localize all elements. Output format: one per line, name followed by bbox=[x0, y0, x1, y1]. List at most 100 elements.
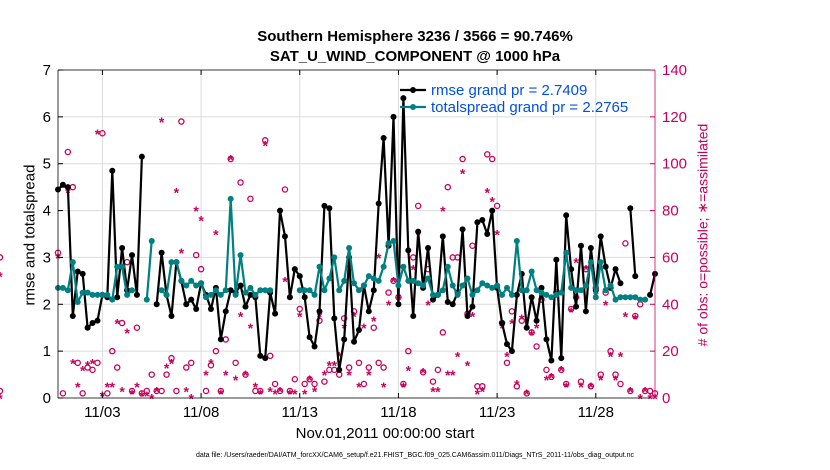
spread-point bbox=[484, 282, 491, 289]
spread-point bbox=[642, 296, 649, 303]
spread-point bbox=[513, 238, 520, 245]
obs-possible-marker bbox=[617, 380, 624, 388]
spread-point bbox=[375, 277, 382, 284]
obs-possible-marker bbox=[627, 387, 634, 395]
spread-point bbox=[104, 291, 111, 298]
obs-assimilated-marker: * bbox=[381, 379, 387, 395]
spread-point bbox=[429, 291, 436, 298]
spread-point bbox=[193, 282, 200, 289]
obs-possible-marker bbox=[385, 289, 392, 296]
rmse-point bbox=[415, 228, 422, 235]
spread-point bbox=[222, 287, 229, 294]
obs-assimilated-marker: * bbox=[361, 320, 367, 336]
rmse-point bbox=[543, 336, 550, 343]
spread-point bbox=[582, 282, 589, 289]
obs-possible-marker bbox=[276, 387, 284, 395]
obs-possible-marker bbox=[168, 354, 175, 362]
obs-assimilated-marker: * bbox=[514, 376, 520, 392]
rmse-point bbox=[311, 343, 318, 350]
spread-point bbox=[237, 252, 244, 259]
spread-point bbox=[341, 277, 348, 284]
obs-possible-marker bbox=[183, 364, 190, 371]
obs-possible-marker bbox=[123, 258, 131, 266]
obs-possible-marker bbox=[513, 383, 521, 390]
obs-assimilated-marker: * bbox=[0, 391, 3, 407]
obs-possible-marker bbox=[646, 387, 654, 395]
spread-point bbox=[365, 273, 372, 280]
obs-assimilated-marker: * bbox=[0, 269, 3, 285]
rmse-point bbox=[553, 256, 560, 263]
obs-possible-marker bbox=[597, 371, 604, 378]
spread-point bbox=[331, 254, 338, 261]
obs-possible-marker bbox=[548, 373, 555, 381]
spread-point bbox=[474, 287, 481, 294]
obs-assimilated-marker: * bbox=[164, 360, 170, 376]
y-tick-label-right: 0 bbox=[662, 390, 670, 407]
obs-assimilated-marker: * bbox=[618, 348, 624, 364]
obs-possible-marker bbox=[493, 202, 501, 210]
obs-assimilated-marker: * bbox=[332, 358, 338, 374]
obs-possible-marker bbox=[587, 383, 595, 390]
spread-point bbox=[464, 275, 471, 282]
obs-possible-marker bbox=[138, 390, 146, 397]
obs-possible-marker bbox=[99, 130, 106, 137]
spread-point bbox=[232, 291, 239, 298]
obs-assimilated-marker: * bbox=[573, 255, 579, 271]
obs-assimilated-marker: * bbox=[366, 367, 372, 383]
spread-point bbox=[587, 259, 594, 266]
obs-assimilated-marker: * bbox=[149, 391, 155, 407]
rmse-point bbox=[474, 219, 481, 226]
spread-point bbox=[405, 277, 412, 284]
spread-point bbox=[573, 287, 580, 294]
spread-point bbox=[124, 291, 131, 298]
spread-point bbox=[370, 275, 377, 282]
obs-possible-marker bbox=[365, 364, 373, 371]
rmse-point bbox=[370, 287, 377, 294]
obs-assimilated-marker: * bbox=[642, 383, 648, 399]
spread-point bbox=[577, 287, 584, 294]
spread-point bbox=[449, 282, 456, 289]
obs-assimilated-marker: * bbox=[238, 309, 244, 325]
obs-assimilated-marker: * bbox=[420, 365, 426, 381]
obs-possible-marker bbox=[192, 251, 200, 259]
rmse-point bbox=[188, 296, 195, 303]
obs-possible-marker bbox=[247, 195, 254, 203]
spread-point bbox=[311, 291, 318, 298]
rmse-point bbox=[277, 207, 284, 214]
series-lines bbox=[55, 95, 658, 373]
rmse-point bbox=[336, 366, 343, 373]
obs-assimilated-marker: * bbox=[243, 367, 249, 383]
spread-point bbox=[84, 289, 91, 296]
obs-possible-marker bbox=[562, 380, 570, 388]
spread-point bbox=[617, 294, 624, 301]
spread-point bbox=[296, 287, 303, 294]
obs-possible-marker bbox=[301, 380, 308, 388]
obs-assimilated-marker: * bbox=[307, 372, 313, 388]
spread-point bbox=[252, 291, 259, 298]
obs-assimilated-marker: * bbox=[549, 369, 555, 385]
rmse-point bbox=[183, 301, 190, 308]
series-rmse bbox=[55, 95, 658, 373]
rmse-point bbox=[429, 296, 436, 303]
spread-point bbox=[568, 284, 575, 291]
y-tick-label-right: 80 bbox=[662, 203, 679, 220]
obs-possible-marker bbox=[360, 380, 368, 388]
spread-point bbox=[114, 263, 121, 270]
obs-possible-marker bbox=[400, 380, 407, 388]
obs-possible-marker bbox=[414, 202, 422, 210]
rmse-point bbox=[242, 303, 249, 310]
y-tick-label-right: 60 bbox=[662, 249, 679, 266]
obs-assimilated-marker: * bbox=[529, 327, 535, 343]
obs-possible-marker bbox=[543, 366, 550, 374]
obs-assimilated-marker: * bbox=[588, 379, 594, 395]
obs-possible-marker bbox=[281, 186, 289, 193]
y-tick-label-right: 20 bbox=[662, 343, 679, 360]
rmse-point bbox=[410, 313, 417, 319]
obs-assimilated-marker: * bbox=[134, 379, 140, 395]
spread-point bbox=[346, 245, 353, 252]
obs-assimilated-marker: * bbox=[371, 313, 377, 329]
obs-assimilated-marker: * bbox=[633, 311, 639, 327]
spread-point bbox=[415, 280, 422, 287]
obs-assimilated-marker: * bbox=[169, 355, 175, 371]
obs-possible-marker bbox=[207, 361, 215, 369]
